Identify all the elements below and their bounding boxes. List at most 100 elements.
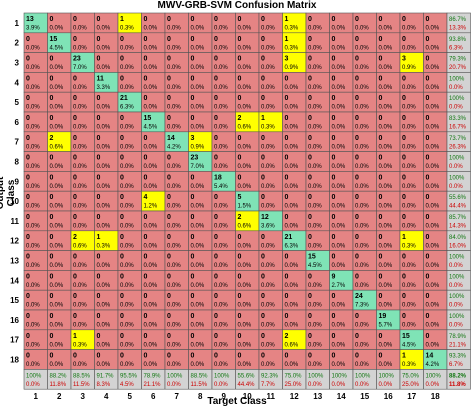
- cell-count: 0: [261, 234, 265, 241]
- cell-count: 0: [379, 75, 383, 82]
- row-accuracy: 93.8%: [449, 37, 467, 43]
- column-accuracy: 100%: [26, 373, 42, 379]
- cell-percent: 0.0%: [97, 323, 111, 329]
- cell-percent: 0.0%: [73, 125, 87, 131]
- row-error: 0.0%: [449, 85, 463, 91]
- cell-percent: 6.3%: [285, 243, 299, 249]
- cell-count: 0: [308, 95, 312, 102]
- cell-count: 0: [97, 313, 101, 320]
- y-tick-label: 18: [10, 356, 19, 365]
- cell-count: 0: [214, 313, 218, 320]
- cell-percent: 0.0%: [355, 243, 369, 249]
- cell-count: 0: [191, 36, 195, 43]
- cell-count: 0: [97, 194, 101, 201]
- cell-count: 0: [50, 293, 54, 300]
- cell-count: 0: [238, 333, 242, 340]
- cell-percent: 0.0%: [355, 164, 369, 170]
- row-error: 13.3%: [449, 26, 467, 32]
- cell-percent: 0.0%: [402, 184, 416, 190]
- cell-count: 0: [238, 254, 242, 261]
- cell-count: 0: [120, 313, 124, 320]
- cell-percent: 0.0%: [308, 65, 322, 71]
- cell-count: 0: [355, 234, 359, 241]
- cell-count: 0: [238, 313, 242, 320]
- cell-percent: 0.0%: [97, 105, 111, 111]
- cell-count: 0: [97, 135, 101, 142]
- cell-count: 0: [167, 353, 171, 360]
- cell-count: 1: [285, 16, 289, 23]
- cell-count: 0: [308, 293, 312, 300]
- cell-count: 0: [261, 333, 265, 340]
- cell-count: 3: [285, 56, 289, 63]
- cell-count: 0: [73, 353, 77, 360]
- cell-count: 0: [332, 353, 336, 360]
- cell-count: 0: [97, 174, 101, 181]
- cell-count: 1: [402, 234, 406, 241]
- cell-percent: 0.0%: [120, 303, 134, 309]
- cell-percent: 4.5%: [402, 342, 416, 348]
- y-tick-label: 15: [10, 296, 19, 305]
- cell-count: 0: [73, 313, 77, 320]
- cell-count: 0: [379, 16, 383, 23]
- y-tick-label: 16: [10, 316, 19, 325]
- cell-percent: 0.0%: [355, 263, 369, 269]
- cell-count: 0: [167, 234, 171, 241]
- cell-count: 0: [144, 155, 148, 162]
- cell-percent: 0.0%: [379, 184, 393, 190]
- cell-count: 0: [191, 214, 195, 221]
- row-error: 0.0%: [449, 283, 463, 289]
- row-accuracy: 100%: [449, 175, 465, 181]
- column-error: 0.0%: [332, 382, 346, 388]
- cell-count: 0: [355, 214, 359, 221]
- cell-percent: 0.0%: [308, 303, 322, 309]
- cell-percent: 0.0%: [285, 125, 299, 131]
- cell-percent: 0.0%: [379, 164, 393, 170]
- cell-count: 0: [167, 16, 171, 23]
- cell-count: 0: [426, 254, 430, 261]
- cell-count: 14: [167, 135, 175, 142]
- cell-count: 0: [214, 194, 218, 201]
- cell-percent: 0.0%: [261, 323, 275, 329]
- cell-count: 0: [26, 273, 30, 280]
- y-tick-label: 9: [15, 177, 20, 186]
- cell-percent: 0.0%: [26, 105, 40, 111]
- y-tick-label: 2: [15, 39, 20, 48]
- cell-percent: 0.0%: [214, 164, 228, 170]
- cell-percent: 0.0%: [402, 303, 416, 309]
- cell-percent: 0.0%: [144, 362, 158, 368]
- cell-count: 0: [26, 95, 30, 102]
- chart-title: MWV-GRB-SVM Confusion Matrix: [157, 0, 317, 11]
- cell-percent: 0.0%: [261, 283, 275, 289]
- cell-count: 0: [308, 16, 312, 23]
- y-tick-label: 17: [10, 336, 19, 345]
- cell-count: 0: [355, 174, 359, 181]
- cell-percent: 0.0%: [308, 125, 322, 131]
- cell-percent: 0.0%: [167, 164, 181, 170]
- cell-count: 0: [426, 313, 430, 320]
- row-error: 0.0%: [449, 184, 463, 190]
- cell-count: 1: [285, 36, 289, 43]
- cell-count: 0: [191, 194, 195, 201]
- cell-percent: 0.0%: [426, 204, 440, 210]
- cell-count: 0: [120, 214, 124, 221]
- cell-percent: 0.0%: [214, 105, 228, 111]
- cell-percent: 0.0%: [332, 224, 346, 230]
- cell-count: 0: [332, 75, 336, 82]
- column-error: 0.0%: [426, 382, 440, 388]
- cell-count: 0: [167, 36, 171, 43]
- column-accuracy: 100%: [355, 373, 371, 379]
- cell-percent: 0.0%: [144, 303, 158, 309]
- cell-count: 0: [285, 214, 289, 221]
- column-error: 0.0%: [26, 382, 40, 388]
- cell-percent: 0.3%: [120, 26, 134, 32]
- cell-count: 0: [426, 293, 430, 300]
- y-axis-label: Output Class: [0, 176, 17, 210]
- cell-percent: 0.0%: [355, 144, 369, 150]
- cell-percent: 0.0%: [144, 164, 158, 170]
- cell-count: 0: [26, 36, 30, 43]
- cell-percent: 0.0%: [73, 184, 87, 190]
- cell-count: 0: [120, 155, 124, 162]
- cell-count: 0: [355, 155, 359, 162]
- cell-count: 0: [73, 174, 77, 181]
- cell-count: 0: [191, 293, 195, 300]
